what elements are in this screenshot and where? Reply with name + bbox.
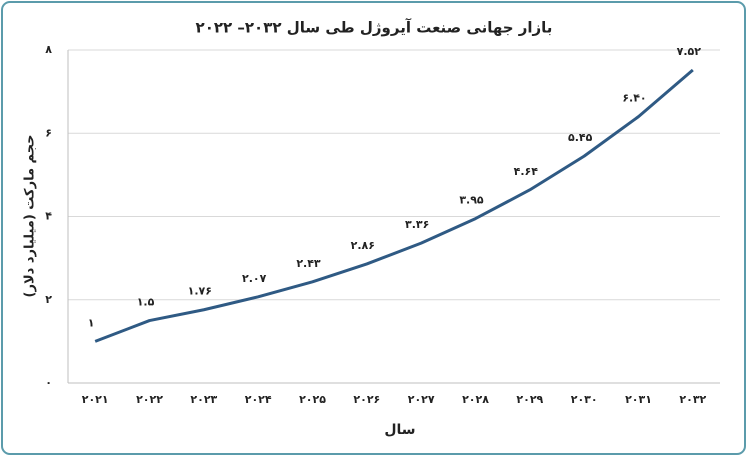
y-tick-label: ۸ xyxy=(45,43,52,56)
data-label: ۶.۴۰ xyxy=(622,92,646,105)
x-tick-label: ۲۰۳۰ xyxy=(571,393,598,406)
data-label: ۲.۰۷ xyxy=(242,272,267,285)
y-tick-label: ۰ xyxy=(45,376,52,389)
x-tick-label: ۲۰۲۱ xyxy=(82,393,109,406)
y-tick-label: ۲ xyxy=(45,293,52,306)
x-tick-label: ۲۰۲۷ xyxy=(408,393,435,406)
x-tick-label: ۲۰۲۲ xyxy=(136,393,163,406)
x-tick-label: ۲۰۲۶ xyxy=(353,393,380,406)
x-tick-label: ۲۰۲۹ xyxy=(516,393,543,406)
y-axis-label: حجم مارکت (میلیارد دلار) xyxy=(23,135,38,298)
data-label: ۳.۹۵ xyxy=(459,194,484,207)
y-tick-label: ۶ xyxy=(45,126,52,139)
x-tick-label: ۲۰۲۸ xyxy=(462,393,489,406)
data-label: ۱ xyxy=(88,316,95,329)
x-tick-label: ۲۰۳۲ xyxy=(679,393,706,406)
data-label: ۱.۵ xyxy=(137,296,155,309)
data-label: ۳.۳۶ xyxy=(405,218,429,231)
data-label: ۲.۸۶ xyxy=(351,239,375,252)
data-label: ۷.۵۲ xyxy=(677,45,702,58)
x-tick-label: ۲۰۳۱ xyxy=(625,393,652,406)
data-label: ۱.۷۶ xyxy=(188,285,212,298)
data-label: ۲.۴۳ xyxy=(296,257,321,270)
y-tick-label: ۴ xyxy=(45,210,52,223)
x-axis-label: سال xyxy=(384,422,415,438)
x-tick-label: ۲۰۲۳ xyxy=(190,393,217,406)
data-label: ۴.۶۴ xyxy=(514,165,539,178)
chart-title: بازار جهانی صنعت آیروژل طی سال ۲۰۳۲– ۲۰۲… xyxy=(196,19,553,37)
x-tick-label: ۲۰۲۵ xyxy=(299,393,326,406)
data-label: ۵.۴۵ xyxy=(568,131,593,144)
line xyxy=(94,68,694,343)
x-tick-label: ۲۰۲۴ xyxy=(245,393,272,406)
